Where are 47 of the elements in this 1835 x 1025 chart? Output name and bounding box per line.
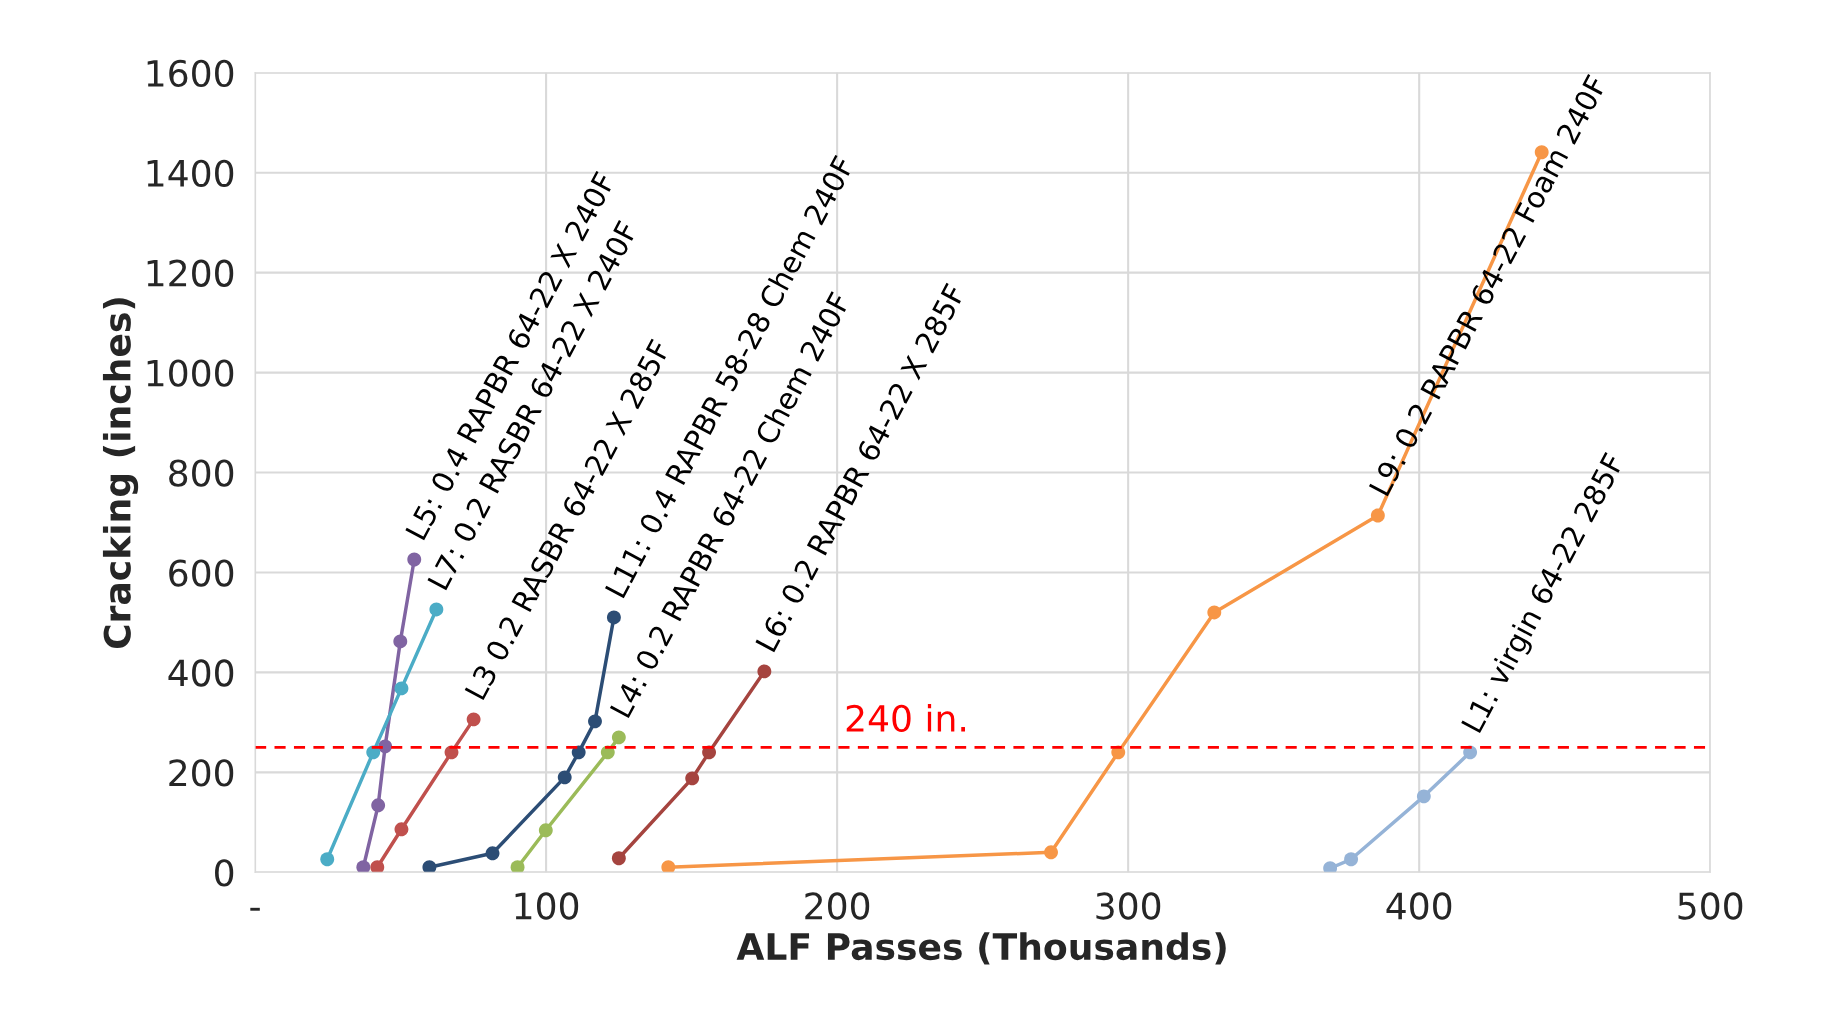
point <box>1416 789 1431 804</box>
point <box>422 860 437 873</box>
point <box>393 634 408 649</box>
x-tick-label: 400 <box>1386 892 1452 920</box>
point <box>407 552 422 567</box>
y-tick-label: 800 <box>169 459 234 487</box>
point <box>320 852 335 867</box>
point <box>661 860 676 873</box>
point <box>611 730 626 745</box>
point <box>1323 861 1338 873</box>
point <box>685 771 700 786</box>
point <box>1370 508 1385 523</box>
point <box>371 798 386 813</box>
point <box>394 822 409 837</box>
point <box>485 846 500 861</box>
point <box>466 712 481 727</box>
point <box>611 851 626 866</box>
y-tick-label: 1200 <box>147 259 234 287</box>
x-tick-label: 300 <box>1096 892 1161 920</box>
point <box>1207 605 1222 620</box>
point <box>356 860 371 873</box>
point <box>588 714 602 729</box>
x-tick-label: 100 <box>515 892 579 920</box>
x-tick-label: 500 <box>1678 892 1743 920</box>
x-axis-title: ALF Passes (Thousands) <box>736 932 1226 965</box>
y-tick-label: 0 <box>215 859 234 887</box>
point <box>510 860 525 873</box>
ref-line-label: 240 in. <box>846 704 965 733</box>
point <box>606 610 621 625</box>
point <box>571 745 586 760</box>
y-tick-label: 600 <box>169 559 234 587</box>
point <box>538 823 553 838</box>
y-tick-label: 1000 <box>147 359 234 387</box>
y-tick-label: 400 <box>168 659 234 687</box>
point <box>394 681 409 696</box>
y-axis-title: Cracking (inches) <box>102 298 139 649</box>
point <box>429 602 444 617</box>
point <box>757 664 772 679</box>
x-tick-label: 200 <box>805 892 870 920</box>
y-tick-label: 200 <box>169 759 234 787</box>
x-tick-label: - <box>250 907 260 911</box>
point <box>1344 852 1359 867</box>
y-tick-label: 1600 <box>147 59 234 88</box>
y-tick-label: 1400 <box>147 159 234 187</box>
point <box>557 770 572 785</box>
point <box>370 860 385 873</box>
point <box>1044 845 1058 860</box>
